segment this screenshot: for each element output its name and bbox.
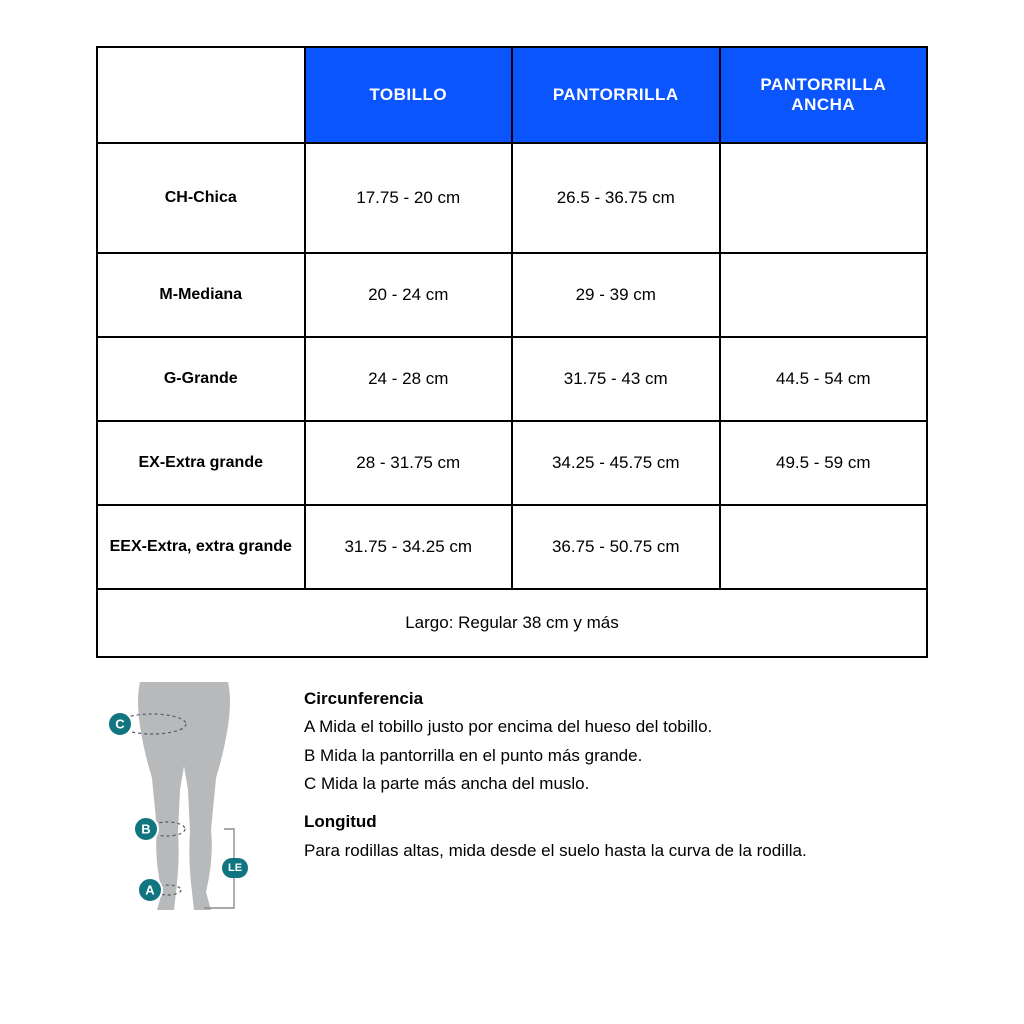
cell-ex-ancha: 49.5 - 59 cm: [720, 421, 928, 505]
cell-g-ancha: 44.5 - 54 cm: [720, 337, 928, 421]
cell-ch-ancha: [720, 143, 928, 253]
table-header-blank: [97, 47, 305, 143]
table-header-pantorrilla-ancha: PANTORRILLA ANCHA: [720, 47, 928, 143]
cell-m-pantorrilla: 29 - 39 cm: [512, 253, 720, 337]
cell-g-pantorrilla: 31.75 - 43 cm: [512, 337, 720, 421]
row-label-eex: EEX-Extra, extra grande: [97, 505, 305, 589]
circumference-title: Circunferencia: [304, 686, 928, 712]
size-table: TOBILLO PANTORRILLA PANTORRILLA ANCHA CH…: [96, 46, 928, 658]
legs-icon: C B A LE: [96, 682, 276, 922]
badge-le: LE: [222, 858, 248, 878]
cell-eex-tobillo: 31.75 - 34.25 cm: [305, 505, 513, 589]
table-footer-text: Largo: Regular 38 cm y más: [97, 589, 927, 657]
cell-m-tobillo: 20 - 24 cm: [305, 253, 513, 337]
circumference-b: B Mida la pantorrilla en el punto más gr…: [304, 743, 928, 769]
badge-c: C: [108, 712, 132, 736]
svg-text:C: C: [115, 717, 125, 732]
cell-ch-pantorrilla: 26.5 - 36.75 cm: [512, 143, 720, 253]
legs-diagram: C B A LE: [96, 682, 276, 927]
length-text: Para rodillas altas, mida desde el suelo…: [304, 838, 928, 864]
instructions-section: C B A LE Circunferencia A Mida el tobill…: [96, 682, 928, 927]
circumference-c: C Mida la parte más ancha del muslo.: [304, 771, 928, 797]
svg-text:A: A: [145, 883, 155, 898]
instructions-text: Circunferencia A Mida el tobillo justo p…: [304, 682, 928, 866]
table-row: CH-Chica 17.75 - 20 cm 26.5 - 36.75 cm: [97, 143, 927, 253]
badge-a: A: [138, 878, 162, 902]
cell-eex-pantorrilla: 36.75 - 50.75 cm: [512, 505, 720, 589]
cell-ex-pantorrilla: 34.25 - 45.75 cm: [512, 421, 720, 505]
table-header-row: TOBILLO PANTORRILLA PANTORRILLA ANCHA: [97, 47, 927, 143]
circumference-a: A Mida el tobillo justo por encima del h…: [304, 714, 928, 740]
row-label-ch: CH-Chica: [97, 143, 305, 253]
table-header-tobillo: TOBILLO: [305, 47, 513, 143]
table-footer-row: Largo: Regular 38 cm y más: [97, 589, 927, 657]
table-row: M-Mediana 20 - 24 cm 29 - 39 cm: [97, 253, 927, 337]
row-label-g: G-Grande: [97, 337, 305, 421]
cell-ex-tobillo: 28 - 31.75 cm: [305, 421, 513, 505]
length-title: Longitud: [304, 809, 928, 835]
cell-ch-tobillo: 17.75 - 20 cm: [305, 143, 513, 253]
cell-m-ancha: [720, 253, 928, 337]
table-row: EX-Extra grande 28 - 31.75 cm 34.25 - 45…: [97, 421, 927, 505]
table-header-pantorrilla: PANTORRILLA: [512, 47, 720, 143]
table-row: EEX-Extra, extra grande 31.75 - 34.25 cm…: [97, 505, 927, 589]
cell-g-tobillo: 24 - 28 cm: [305, 337, 513, 421]
cell-eex-ancha: [720, 505, 928, 589]
row-label-m: M-Mediana: [97, 253, 305, 337]
svg-text:B: B: [141, 822, 150, 837]
table-row: G-Grande 24 - 28 cm 31.75 - 43 cm 44.5 -…: [97, 337, 927, 421]
svg-text:LE: LE: [228, 862, 242, 874]
row-label-ex: EX-Extra grande: [97, 421, 305, 505]
badge-b: B: [134, 817, 158, 841]
